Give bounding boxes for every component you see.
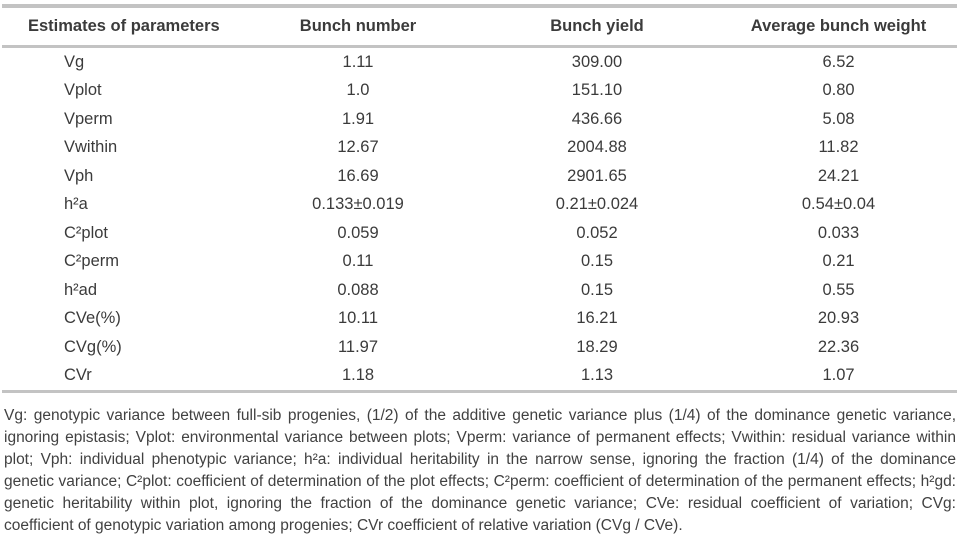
value-cell: 22.36 [817,337,860,356]
value-cell: 16.69 [337,166,379,185]
table-row: CVe(%) 10.11 16.21 20.93 [2,305,957,334]
value-cell: 0.052 [576,223,618,242]
table-row: Vplot 1.0 151.10 0.80 [2,77,957,106]
param-cell: Vwithin [64,138,118,157]
param-cell: Vplot [64,81,102,100]
value-cell: 0.088 [337,280,379,299]
value-cell: 436.66 [571,109,623,128]
table-footnote: Vg: genotypic variance between full-sib … [4,407,956,534]
value-cell: 309.00 [571,52,623,71]
value-cell: 0.54±0.04 [801,195,876,214]
table-body: Vg 1.11 309.00 6.52 Vplot 1.0 151.10 0.8… [2,47,957,392]
param-cell: CVe(%) [64,309,121,328]
col-header-avg-bunch-weight: Average bunch weight [720,6,957,48]
table-row: C²perm 0.11 0.15 0.21 [2,248,957,277]
value-cell: 0.059 [337,223,379,242]
value-cell: 2004.88 [567,138,627,157]
value-cell: 10.11 [337,309,379,328]
value-cell: 11.97 [337,337,379,356]
value-cell: 16.21 [576,309,618,328]
value-cell: 151.10 [571,81,623,100]
col-header-bunch-yield: Bunch yield [474,6,720,48]
value-cell: 0.21 [822,252,855,271]
param-cell: h²ad [64,280,98,299]
table-row: h²ad 0.088 0.15 0.55 [2,276,957,305]
value-cell: 5.08 [822,109,855,128]
param-cell: CVg(%) [64,337,122,356]
table-row: h²a 0.133±0.019 0.21±0.024 0.54±0.04 [2,191,957,220]
table-row: CVr 1.18 1.13 1.07 [2,362,957,392]
value-cell: 0.133±0.019 [312,195,404,214]
value-cell: 0.11 [342,252,374,271]
value-cell: 1.07 [822,366,855,385]
param-cell: CVr [64,366,92,385]
value-cell: 1.11 [342,52,374,71]
table-row: Vperm 1.91 436.66 5.08 [2,105,957,134]
table-row: C²plot 0.059 0.052 0.033 [2,219,957,248]
value-cell: 1.13 [580,366,614,385]
param-cell: C²perm [64,252,120,271]
value-cell: 24.21 [817,166,860,185]
value-cell: 0.21±0.024 [555,195,639,214]
value-cell: 0.15 [580,252,614,271]
table-row: Vg 1.11 309.00 6.52 [2,47,957,77]
param-cell: h²a [64,195,88,214]
param-cell: Vg [64,52,85,71]
value-cell: 12.67 [337,138,379,157]
value-cell: 11.82 [818,138,859,157]
value-cell: 0.80 [822,81,855,100]
param-cell: C²plot [64,223,109,242]
col-header-parameters: Estimates of parameters [2,6,242,48]
parameters-table: Estimates of parameters Bunch number Bun… [2,4,957,393]
value-cell: 0.033 [817,223,860,242]
value-cell: 0.55 [822,280,855,299]
table-row: Vph 16.69 2901.65 24.21 [2,162,957,191]
value-cell: 0.15 [580,280,614,299]
value-cell: 20.93 [817,309,860,328]
col-header-bunch-number: Bunch number [242,6,474,48]
value-cell: 2901.65 [567,166,627,185]
value-cell: 18.29 [576,337,618,356]
param-cell: Vperm [64,109,113,128]
value-cell: 1.0 [346,81,370,100]
param-cell: Vph [64,166,94,185]
table-row: Vwithin 12.67 2004.88 11.82 [2,134,957,163]
header-row: Estimates of parameters Bunch number Bun… [2,6,957,48]
value-cell: 1.18 [341,366,375,385]
table-row: CVg(%) 11.97 18.29 22.36 [2,333,957,362]
value-cell: 6.52 [822,52,855,71]
value-cell: 1.91 [341,109,375,128]
